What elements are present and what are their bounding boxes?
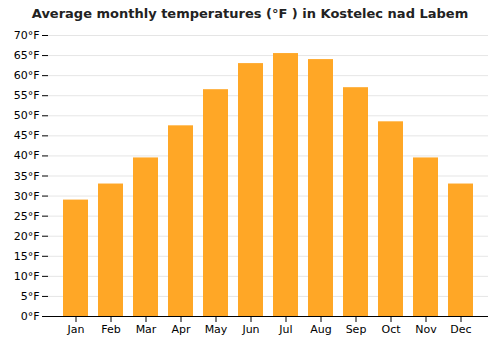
- svg-text:Apr: Apr: [171, 323, 191, 336]
- svg-text:Oct: Oct: [381, 323, 401, 336]
- svg-text:15°F: 15°F: [14, 250, 40, 263]
- svg-text:0°F: 0°F: [21, 310, 40, 323]
- svg-text:60°F: 60°F: [14, 69, 40, 82]
- svg-text:35°F: 35°F: [14, 170, 40, 183]
- svg-text:10°F: 10°F: [14, 270, 40, 283]
- svg-text:65°F: 65°F: [14, 49, 40, 62]
- svg-text:25°F: 25°F: [14, 210, 40, 223]
- svg-text:Jun: Jun: [241, 323, 259, 336]
- html-text:Average monthly temperatures (: Average monthly temperatures (°F ) in Ko…: [31, 6, 469, 21]
- svg-text:Jan: Jan: [67, 323, 85, 336]
- svg-text:30°F: 30°F: [14, 190, 40, 203]
- svg-text:Aug: Aug: [310, 323, 331, 336]
- svg-text:55°F: 55°F: [14, 89, 40, 102]
- svg-text:Jul: Jul: [278, 323, 292, 336]
- svg-text:May: May: [205, 323, 228, 336]
- svg-text:Mar: Mar: [136, 323, 157, 336]
- svg-text:Feb: Feb: [101, 323, 120, 336]
- svg-text:70°F: 70°F: [14, 29, 40, 42]
- svg-text:45°F: 45°F: [14, 129, 40, 142]
- svg-text:Sep: Sep: [346, 323, 367, 336]
- svg-text:5°F: 5°F: [21, 290, 40, 303]
- svg-text:Nov: Nov: [415, 323, 437, 336]
- svg-text:20°F: 20°F: [14, 230, 40, 243]
- svg-text:Dec: Dec: [450, 323, 471, 336]
- svg-text:50°F: 50°F: [14, 109, 40, 122]
- svg-text:40°F: 40°F: [14, 149, 40, 162]
